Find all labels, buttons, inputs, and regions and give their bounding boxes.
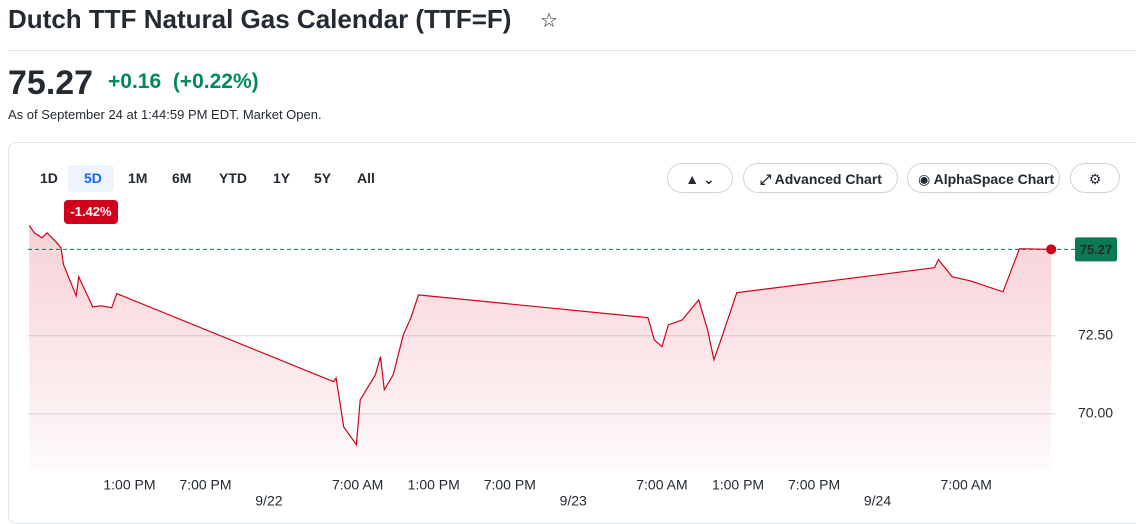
range-button[interactable]: All: [357, 170, 375, 186]
price: 75.27: [8, 64, 94, 102]
range-button[interactable]: 6M: [172, 170, 192, 186]
advanced-chart[interactable]: ⤢ Advanced Chart: [743, 163, 898, 193]
x-tick-label: 1:00 PM: [103, 477, 155, 493]
price-change: +0.16 (+0.22%): [108, 70, 259, 94]
chart: 70.00 72.50 1:00 PM 7:00 PM 7:00 AM 1:00 PM 7:…: [28, 225, 1117, 509]
y-tick-label: 72.50: [1078, 326, 1113, 342]
x-tick-label: 7:00 PM: [179, 477, 231, 493]
current-price-label: 75.27: [1080, 242, 1113, 257]
y-tick-label: 70.00: [1078, 405, 1113, 421]
date-tick-label: 9/23: [560, 493, 587, 509]
x-tick-label: 7:00 AM: [941, 477, 992, 493]
change: +0.16: [108, 70, 162, 93]
page: Dutch TTF Natural Gas Calendar (TTF=F) ☆…: [8, 4, 1136, 524]
x-tick-label: 7:00 AM: [332, 477, 383, 493]
x-tick-label: 1:00 PM: [712, 477, 764, 493]
area: [29, 225, 1052, 470]
price-line: [28, 225, 1052, 447]
current-price-box: [1075, 237, 1117, 262]
range-button[interactable]: 1D: [40, 170, 58, 186]
as-of: As of September 24 at 1:44:59 PM EDT. Ma…: [8, 107, 322, 122]
x-tick-label: 1:00 PM: [408, 477, 460, 493]
selected-range: [68, 165, 114, 192]
date-tick-label: 9/24: [864, 493, 891, 509]
button-label: Advanced Chart: [774, 171, 882, 187]
last-point: [1046, 244, 1057, 255]
range-button[interactable]: 1M: [128, 170, 148, 186]
range-button[interactable]: YTD: [219, 170, 247, 186]
date-tick-label: 9/22: [255, 493, 282, 509]
alphaspace-chart[interactable]: ◉ AlphaSpace Chart: [907, 163, 1060, 193]
range-change: -1.42%: [64, 200, 118, 224]
chart-type[interactable]: ▲ ⌄: [667, 163, 733, 193]
divider: [8, 50, 1136, 51]
range-button[interactable]: 1Y: [273, 170, 291, 186]
page-title: Dutch TTF Natural Gas Calendar (TTF=F): [8, 4, 512, 34]
x-tick-label: 7:00 AM: [636, 477, 687, 493]
settings[interactable]: ⚙: [1070, 163, 1120, 193]
button-label: AlphaSpace Chart: [933, 171, 1055, 187]
x-tick-label: 7:00 PM: [484, 477, 536, 493]
watchlist-star[interactable]: ☆: [540, 10, 558, 32]
change-percent: (+0.22%): [172, 70, 259, 93]
range-button[interactable]: 5D: [84, 170, 102, 186]
x-tick-label: 7:00 PM: [788, 477, 840, 493]
range-button[interactable]: 5Y: [314, 170, 332, 186]
